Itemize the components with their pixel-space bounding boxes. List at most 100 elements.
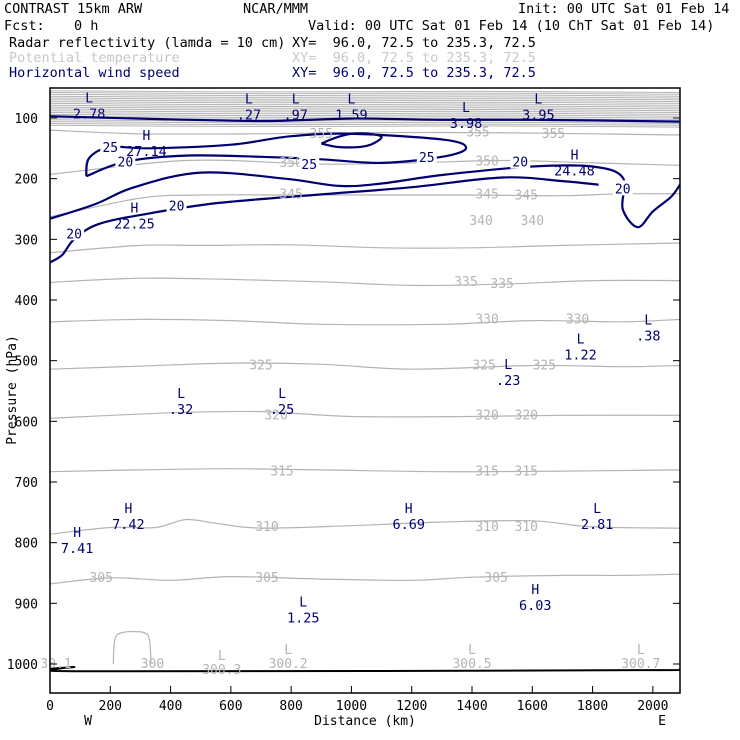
svg-text:.38: .38 <box>636 329 660 345</box>
wind-contour-label: 25 <box>301 158 317 173</box>
theta-contour-label: 305 <box>90 571 113 586</box>
x-tick-label: 0 <box>46 699 54 714</box>
y-tick-label: 200 <box>15 173 38 188</box>
fcst-label: Fcst: <box>4 18 45 34</box>
svg-text:7.42: 7.42 <box>112 517 145 533</box>
svg-text:3.98: 3.98 <box>450 116 483 132</box>
svg-text:L: L <box>85 91 93 106</box>
x-tick-label: 800 <box>279 699 302 714</box>
theta-dense-line <box>49 115 681 119</box>
svg-text:300.2: 300.2 <box>269 657 308 672</box>
theta-dense-line <box>49 124 681 128</box>
theta-contour-305 <box>50 573 680 585</box>
svg-text:.23: .23 <box>496 373 520 389</box>
wind-contour-label: 20 <box>512 156 528 171</box>
theta-contour-325 <box>50 362 680 370</box>
theta-dense-line <box>49 112 681 115</box>
theta-contour-300 <box>112 630 152 665</box>
svg-text:.32: .32 <box>169 402 193 418</box>
svg-text:.25: .25 <box>270 402 294 418</box>
plot-frame <box>49 87 681 694</box>
theta-contour-320 <box>50 410 680 419</box>
contour-labels: 355 355 355 350 350 345 345 345 340 340 335 335 330 3… <box>40 91 660 678</box>
theta-contour-label: 335 <box>454 275 477 290</box>
x-tick-label: 600 <box>219 699 242 714</box>
field-xy-theta: XY= 96.0, 72.5 to 235.3, 72.5 <box>292 50 536 66</box>
x-axis-label: Distance (km) <box>314 714 416 729</box>
wind-extremum-L: L1.59 <box>335 93 368 124</box>
y-tick-label: 100 <box>15 112 38 127</box>
field-name-theta: Potential temperature <box>9 50 180 66</box>
svg-text:.97: .97 <box>283 108 307 124</box>
theta-contour-label: 325 <box>472 359 495 374</box>
theta-dense-line <box>49 102 681 106</box>
svg-text:H: H <box>571 149 579 164</box>
x-tick-label: 200 <box>99 699 122 714</box>
wind-extremum-L: L.27 <box>237 93 261 124</box>
wind-extremum-L: L.32 <box>169 387 193 418</box>
valid-label: Valid: 00 UTC Sat 01 Feb 14 (10 ChT Sat … <box>308 18 715 34</box>
svg-text:1.25: 1.25 <box>287 611 320 627</box>
svg-text:L: L <box>284 643 292 658</box>
svg-text:L: L <box>348 93 356 108</box>
wind-contour-label: 25 <box>419 151 435 166</box>
wind-extremum-L: L.97 <box>283 93 307 124</box>
theta-contour-label: 325 <box>249 359 272 374</box>
y-tick-label: 600 <box>15 415 38 430</box>
svg-text:H: H <box>130 201 138 216</box>
theta-extremum: 300 <box>141 657 164 672</box>
field-xy-reflectivity: XY= 96.0, 72.5 to 235.3, 72.5 <box>292 35 536 51</box>
x-tick-label: 1200 <box>396 699 427 714</box>
theta-dense-line <box>49 99 681 103</box>
theta-contour-label: 325 <box>533 359 556 374</box>
svg-text:6.69: 6.69 <box>392 517 425 533</box>
theta-contour-label: 340 <box>469 214 492 229</box>
svg-text:H: H <box>124 502 132 517</box>
wind-extremum-L: L1.22 <box>564 332 597 363</box>
svg-text:L: L <box>468 643 476 658</box>
y-tick-label: 500 <box>15 355 38 370</box>
svg-text:L: L <box>593 502 601 517</box>
wind-contour-label: 20 <box>66 227 82 242</box>
theta-contour-330 <box>50 318 680 326</box>
app-title: CONTRAST 15km ARW <box>4 1 143 17</box>
wind-extremum-L: L.38 <box>636 314 660 345</box>
x-tick-label: 1800 <box>577 699 608 714</box>
theta-dense-line <box>49 92 681 95</box>
svg-text:H: H <box>143 129 151 144</box>
theta-dense-line <box>49 97 681 101</box>
y-tick-label: 300 <box>15 233 38 248</box>
theta-dense-line <box>49 121 681 124</box>
theta-contour-335 <box>50 277 680 287</box>
svg-text:2.78: 2.78 <box>73 106 106 122</box>
theta-contour-310 <box>50 518 680 535</box>
theta-dense-line <box>49 110 681 113</box>
svg-text:H: H <box>405 502 413 517</box>
wind-contour-label: 25 <box>102 141 118 156</box>
wind-extremum-H: H22.25 <box>114 201 155 232</box>
theta-contour-350 <box>50 159 680 175</box>
svg-text:H: H <box>73 526 81 541</box>
svg-text:1.59: 1.59 <box>335 108 368 124</box>
wind-contour-20 <box>50 176 599 264</box>
terrain-line <box>50 665 680 673</box>
wind-extremum-H: H6.69 <box>392 502 425 533</box>
center-label: NCAR/MMM <box>243 1 309 17</box>
svg-text:L: L <box>462 101 470 116</box>
wind-contour-25 <box>85 132 468 178</box>
init-label: Init: 00 UTC Sat 01 Feb 14 <box>518 1 730 17</box>
theta-contour-label: 340 <box>521 214 544 229</box>
theta-contour-label: 355 <box>310 127 333 142</box>
svg-text:300: 300 <box>141 657 164 672</box>
theta-contour-label: 345 <box>515 189 538 204</box>
theta-contour-355 <box>50 129 680 136</box>
theta-contour-315 <box>50 468 680 473</box>
field-xy-wind: XY= 96.0, 72.5 to 235.3, 72.5 <box>292 65 536 81</box>
svg-text:300.3: 300.3 <box>202 663 241 678</box>
svg-text:L: L <box>218 649 226 664</box>
x-tick-label: 1000 <box>336 699 367 714</box>
theta-contour-label: 330 <box>475 312 498 327</box>
theta-contour-label: 310 <box>255 520 278 535</box>
wind-extremum-L: L3.95 <box>522 93 555 124</box>
